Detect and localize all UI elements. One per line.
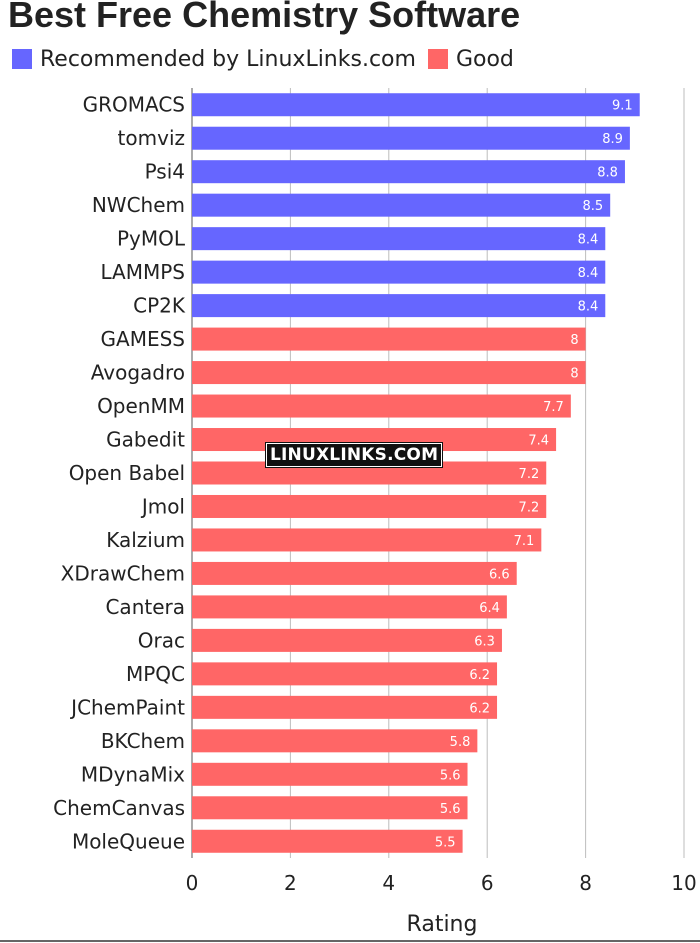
category-label: tomviz	[118, 126, 185, 150]
bar-value-label: 7.7	[543, 400, 564, 415]
bar-value-label: 9.1	[612, 99, 633, 114]
category-label: CP2K	[133, 294, 186, 318]
category-label: XDrawChem	[61, 561, 185, 585]
bar	[192, 829, 463, 853]
bar-value-label: 7.2	[519, 467, 540, 482]
category-label: ChemCanvas	[53, 796, 185, 820]
bar-value-label: 7.4	[528, 434, 549, 449]
bar	[192, 361, 586, 385]
legend-label-recommended: Recommended by LinuxLinks.com	[40, 46, 416, 72]
bar	[192, 561, 517, 585]
bar-value-label: 5.6	[440, 802, 461, 817]
bars: 9.1 8.9 8.8 8.5 8.4 8.4 8.4 8 8 7.7 7.4 7.2 7.2 7.1 6.…	[192, 93, 640, 853]
bar-value-label: 7.1	[514, 534, 535, 549]
legend-item-good: Good	[427, 46, 514, 72]
category-label: PyMOL	[117, 227, 186, 251]
category-label: JChemPaint	[69, 695, 185, 719]
bar-value-label: 7.2	[519, 500, 540, 515]
legend-label-good: Good	[455, 46, 514, 72]
bar	[192, 461, 547, 485]
bar	[192, 494, 547, 518]
legend: Recommended by LinuxLinks.com Good	[12, 46, 526, 72]
bar	[192, 294, 606, 318]
bar	[192, 662, 498, 686]
category-label: Open Babel	[69, 461, 185, 485]
bar-value-label: 8.4	[578, 233, 599, 248]
category-label: Avogadro	[91, 361, 185, 385]
bar-value-label: 6.2	[469, 701, 490, 716]
category-label: OpenMM	[97, 394, 185, 418]
bar	[192, 762, 468, 786]
category-label: Psi4	[145, 160, 185, 184]
legend-swatch-good	[427, 49, 448, 69]
bar-value-label: 8.4	[578, 266, 599, 281]
bar-value-label: 8.5	[583, 199, 604, 214]
bar-value-label: 6.3	[474, 634, 495, 649]
x-tick-label: 8	[579, 871, 592, 895]
bar	[192, 193, 611, 217]
bar-value-label: 5.5	[435, 835, 456, 850]
bar	[192, 126, 630, 150]
bar-value-label: 6.2	[469, 668, 490, 683]
bar	[192, 160, 625, 184]
category-label: MoleQueue	[72, 829, 185, 853]
bar-value-label: 6.4	[479, 601, 500, 616]
x-axis-title: Rating	[407, 912, 478, 937]
bar	[192, 227, 606, 251]
watermark: LINUXLINKS.COM	[264, 442, 444, 468]
bar-value-label: 6.6	[489, 567, 510, 582]
chart-title: Best Free Chemistry Software	[8, 0, 521, 35]
category-label: LAMMPS	[100, 260, 185, 284]
category-labels: GROMACS tomviz Psi4 NWChem PyMOL LAMMPS CP2K GA…	[53, 93, 186, 854]
bar	[192, 729, 478, 753]
bar	[192, 595, 507, 619]
x-tick-label: 10	[671, 871, 696, 895]
legend-swatch-recommended	[12, 49, 32, 69]
category-label: Orac	[138, 628, 185, 652]
bar-value-label: 5.8	[450, 735, 471, 750]
bar	[192, 628, 502, 652]
category-label: MPQC	[126, 662, 185, 686]
bar-value-label: 8	[570, 333, 578, 348]
bar-value-label: 8.4	[578, 300, 599, 315]
category-label: Cantera	[105, 595, 185, 619]
category-label: NWChem	[92, 193, 185, 217]
bar-value-label: 8.8	[597, 166, 618, 181]
x-tick-label: 2	[284, 871, 297, 895]
x-tick-labels: 0 2 4 6 8 10	[186, 871, 697, 895]
bar-value-label: 8.9	[602, 132, 623, 147]
bar	[192, 695, 498, 719]
bar	[192, 260, 606, 284]
bar	[192, 93, 640, 117]
category-label: Kalzium	[106, 528, 185, 552]
bar-value-label: 5.6	[440, 768, 461, 783]
category-label: Jmol	[140, 494, 185, 518]
category-label: GROMACS	[83, 93, 185, 117]
bar-value-label: 8	[570, 367, 578, 382]
category-label: Gabedit	[106, 428, 185, 452]
bar	[192, 796, 468, 820]
bar	[192, 528, 542, 552]
category-label: BKChem	[101, 729, 185, 753]
bar	[192, 394, 571, 418]
category-label: GAMESS	[101, 327, 185, 351]
category-label: MDynaMix	[81, 762, 185, 786]
x-tick-label: 6	[481, 871, 494, 895]
bar	[192, 327, 586, 351]
x-tick-label: 0	[186, 871, 199, 895]
legend-item-recommended: Recommended by LinuxLinks.com	[12, 47, 416, 72]
x-tick-label: 4	[382, 871, 395, 895]
